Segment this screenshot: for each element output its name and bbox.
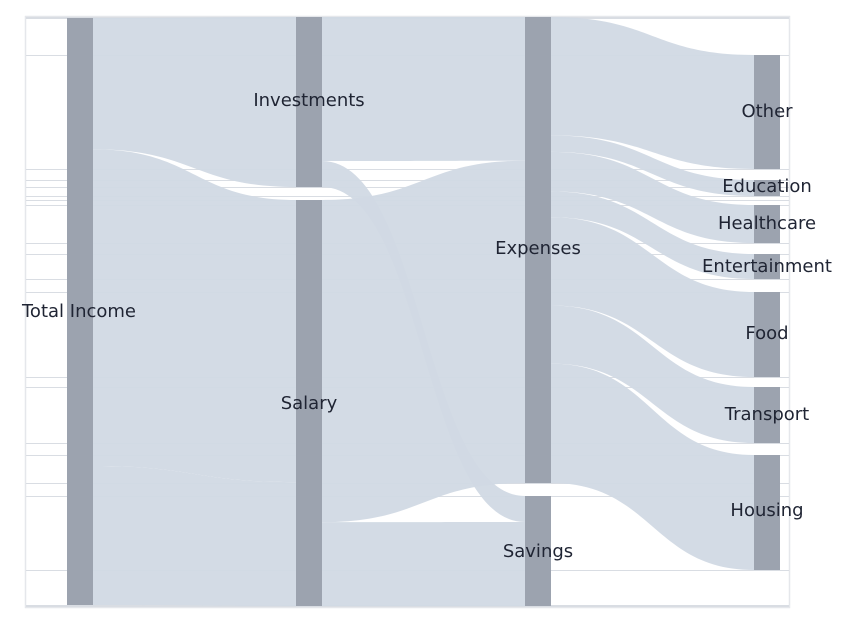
node-label-transport: Transport — [724, 404, 809, 425]
node-transport — [754, 387, 780, 443]
link-investments-expenses — [322, 17, 525, 161]
link-expenses-education — [551, 135, 754, 196]
flow-nodes — [67, 17, 780, 606]
node-housing — [754, 455, 780, 570]
node-healthcare — [754, 205, 780, 243]
node-label-other: Other — [741, 101, 793, 122]
link-expenses-entertainment — [551, 191, 754, 279]
link-total-investments — [93, 17, 296, 187]
link-expenses-housing — [551, 363, 754, 570]
node-other — [754, 55, 780, 169]
node-entertainment — [754, 254, 780, 279]
node-label-savings: Savings — [503, 541, 573, 562]
node-label-healthcare: Healthcare — [718, 213, 816, 234]
node-label-expenses: Expenses — [495, 238, 581, 259]
link-total-salary — [93, 465, 296, 606]
link-expenses-food — [551, 217, 754, 377]
node-label-total: Total Income — [21, 301, 136, 322]
link-salary-expenses — [322, 160, 525, 523]
node-education — [754, 180, 780, 196]
node-label-housing: Housing — [730, 500, 803, 521]
node-investments — [296, 17, 322, 187]
node-label-investments: Investments — [253, 90, 364, 111]
node-label-food: Food — [745, 323, 788, 344]
node-savings — [525, 496, 551, 606]
node-total — [67, 18, 93, 605]
flow-links — [93, 17, 754, 606]
node-label-education: Education — [722, 176, 812, 197]
node-labels: Total Income Investments Salary Expenses Sav… — [21, 90, 832, 562]
node-label-salary: Salary — [281, 393, 338, 414]
link-total-salary — [93, 149, 296, 483]
node-salary — [296, 200, 322, 606]
node-label-entertainment: Entertainment — [702, 256, 832, 277]
node-expenses — [525, 17, 551, 483]
node-food — [754, 292, 780, 377]
link-expenses-transport — [551, 305, 754, 443]
link-expenses-healthcare — [551, 151, 754, 243]
link-expenses-other — [551, 17, 754, 169]
link-salary-savings — [322, 522, 525, 606]
